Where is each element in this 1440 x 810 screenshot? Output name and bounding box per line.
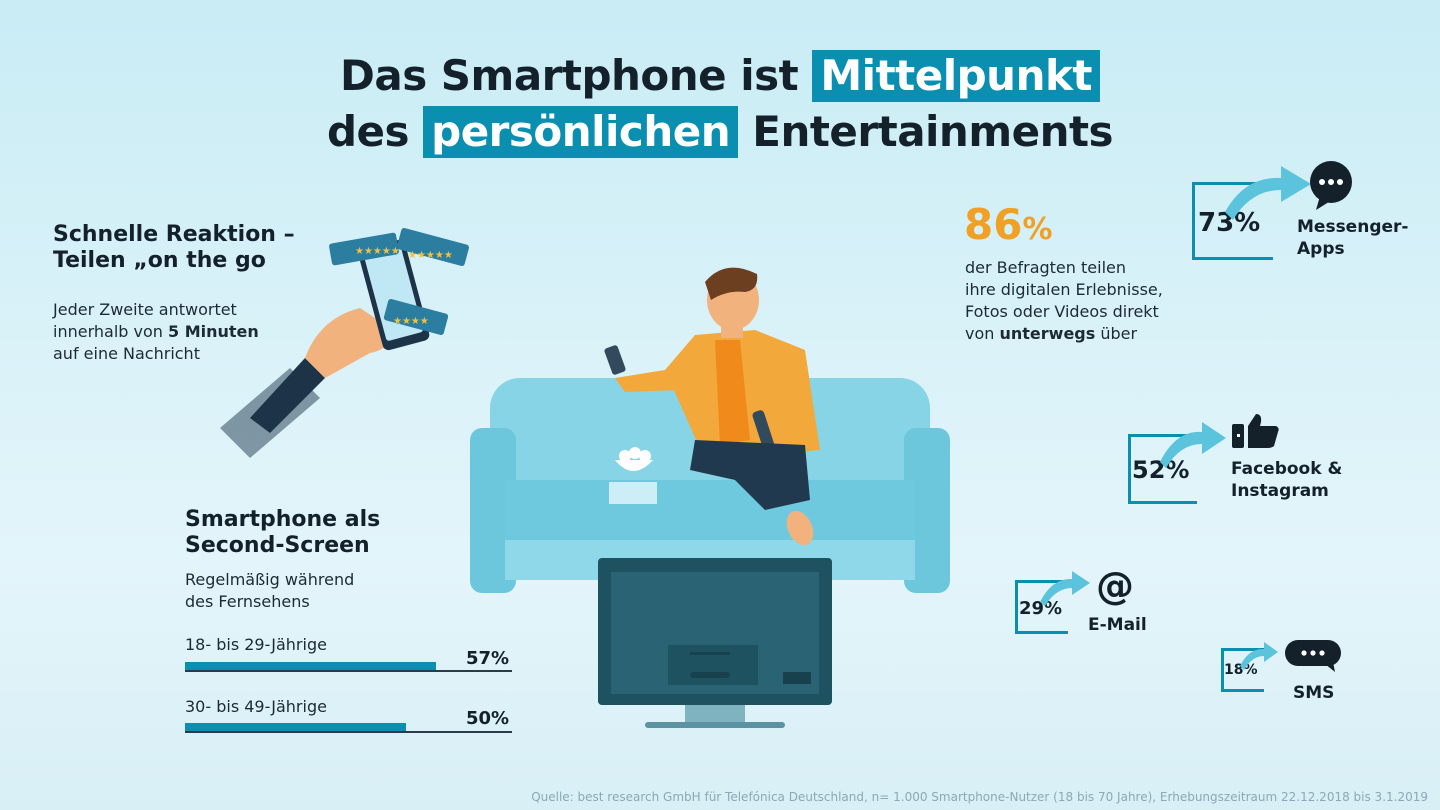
- sms-bubble-icon: [1285, 640, 1341, 672]
- label-line: Instagram: [1231, 481, 1329, 501]
- text-line: ihre digitalen Erlebnisse,: [965, 280, 1163, 299]
- sofa-person-tv-illustration: [470, 267, 950, 728]
- bar-fill: [185, 662, 436, 670]
- label-line: Facebook &: [1231, 459, 1343, 479]
- title-text: des: [326, 107, 410, 156]
- text-line: innerhalb von 5 Minuten: [53, 321, 259, 343]
- source-note: Quelle: best research GmbH für Telefónic…: [531, 790, 1428, 804]
- text-line: auf eine Nachricht: [53, 344, 200, 363]
- text-bold: unterwegs: [999, 324, 1096, 343]
- at-sign-icon: @: [1096, 564, 1134, 608]
- title-text: Entertainments: [752, 107, 1114, 156]
- text-part: innerhalb von: [53, 322, 168, 341]
- bar-track: [185, 731, 512, 733]
- channel-label: SMS: [1293, 682, 1334, 704]
- label-line: E-Mail: [1088, 615, 1147, 635]
- text-part: von: [965, 324, 1000, 343]
- text-bold: 5 Minuten: [167, 322, 259, 341]
- text-line: von unterwegs über: [965, 323, 1163, 345]
- title-text: Das Smartphone ist: [339, 51, 799, 100]
- heading-line: Smartphone als: [185, 507, 381, 532]
- second-screen-heading: Smartphone als Second-Screen: [185, 507, 380, 559]
- bar-track: [185, 670, 512, 672]
- label-line: SMS: [1293, 683, 1335, 703]
- text-line: Fotos oder Videos direkt: [965, 302, 1159, 321]
- stat-value: 18%: [1224, 662, 1258, 678]
- heading-line: Schnelle Reaktion –: [53, 222, 295, 247]
- channel-label: Facebook & Instagram: [1231, 458, 1342, 502]
- arrow-icon: [1240, 642, 1278, 670]
- heading-line: Teilen „on the go: [53, 248, 266, 273]
- svg-text:★★★★: ★★★★: [393, 316, 429, 327]
- bar-fill: [185, 723, 406, 731]
- quick-reaction-text: Jeder Zweite antwortet innerhalb von 5 M…: [53, 299, 259, 365]
- svg-text:★★★★★: ★★★★★: [355, 246, 400, 257]
- stat-frame: [1015, 580, 1068, 634]
- bar-value: 57%: [466, 648, 510, 669]
- share-description: der Befragten teilen ihre digitalen Erle…: [965, 257, 1163, 345]
- big-number: 86: [964, 200, 1023, 249]
- label-line: Messenger-: [1297, 217, 1409, 237]
- bar-label: 30- bis 49-Jährige: [185, 697, 327, 716]
- channel-label: Messenger- Apps: [1297, 216, 1408, 260]
- title-highlight: Mittelpunkt: [812, 49, 1100, 102]
- bar-value: 50%: [466, 708, 510, 729]
- stat-frame: [1192, 182, 1273, 260]
- rating-bubble-icon: ★★★★★ ★★★★★ ★★★★: [329, 228, 469, 335]
- page-title-line-1: Das Smartphone ist Mittelpunkt: [0, 48, 1440, 102]
- svg-text:★★★★★: ★★★★★: [408, 250, 453, 261]
- text-line: der Befragten teilen: [965, 258, 1126, 277]
- bar-label: 18- bis 29-Jährige: [185, 635, 327, 654]
- text-line: des Fernsehens: [185, 592, 310, 611]
- arrow-icon: [1040, 571, 1090, 606]
- thumbs-up-icon: [1232, 414, 1279, 448]
- arrow-icon: [1160, 422, 1226, 468]
- arrow-icon: [1225, 166, 1311, 220]
- chat-bubble-icon: [1310, 161, 1352, 210]
- stat-value: 29%: [1019, 598, 1063, 619]
- hand-phone-illustration: ★★★★★ ★★★★★ ★★★★: [220, 228, 469, 458]
- share-big-number: 86%: [964, 200, 1053, 249]
- quick-reaction-heading: Schnelle Reaktion – Teilen „on the go: [53, 222, 295, 274]
- text-part: über: [1095, 324, 1138, 343]
- text-line: Jeder Zweite antwortet: [53, 300, 237, 319]
- stat-frame: [1221, 648, 1264, 692]
- stat-frame: [1128, 434, 1197, 504]
- label-line: Apps: [1297, 239, 1345, 259]
- second-screen-subtext: Regelmäßig während des Fernsehens: [185, 569, 354, 613]
- big-number-unit: %: [1022, 212, 1053, 247]
- heading-line: Second-Screen: [185, 533, 370, 558]
- page-title-line-2: des persönlichen Entertainments: [0, 104, 1440, 158]
- text-line: Regelmäßig während: [185, 570, 355, 589]
- channel-label: E-Mail: [1088, 614, 1147, 636]
- title-highlight: persönlichen: [423, 105, 739, 158]
